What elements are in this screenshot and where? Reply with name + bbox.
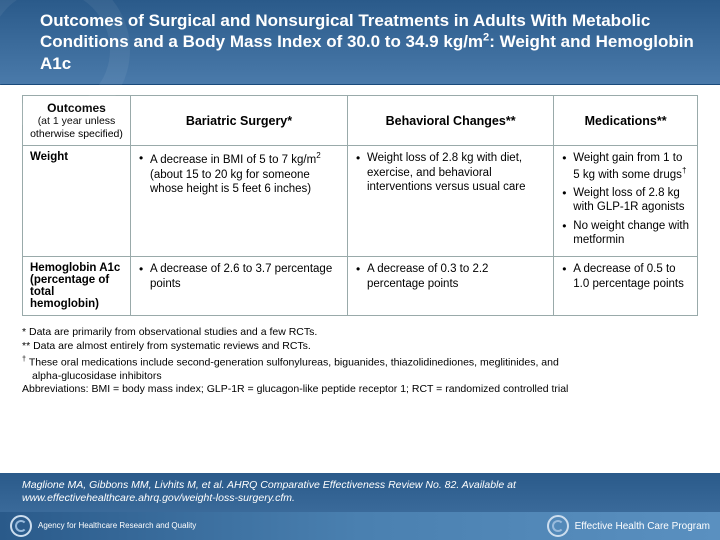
th-bariatric: Bariatric Surgery*: [131, 95, 348, 146]
footnote-line: alpha-glucosidase inhibitors: [22, 370, 698, 384]
bullet-item: Weight gain from 1 to 5 kg with some dru…: [561, 151, 690, 182]
slide-title: Outcomes of Surgical and Nonsurgical Tre…: [40, 10, 702, 74]
table-row: WeightA decrease in BMI of 5 to 7 kg/m2 …: [23, 146, 698, 257]
cell: A decrease of 2.6 to 3.7 percentage poin…: [131, 257, 348, 316]
bullet-item: A decrease of 0.5 to 1.0 percentage poin…: [561, 262, 690, 291]
bullet-item: A decrease of 2.6 to 3.7 percentage poin…: [138, 262, 340, 291]
footer-left-text: Agency for Healthcare Research and Quali…: [38, 522, 196, 530]
slide-header: Outcomes of Surgical and Nonsurgical Tre…: [0, 0, 720, 85]
bullet-item: A decrease of 0.3 to 2.2 percentage poin…: [355, 262, 546, 291]
table-body: WeightA decrease in BMI of 5 to 7 kg/m2 …: [23, 146, 698, 316]
bullet-item: Weight loss of 2.8 kg with diet, exercis…: [355, 151, 546, 194]
citation-bar: Maglione MA, Gibbons MM, Livhits M, et a…: [0, 473, 720, 512]
citation-text: Maglione MA, Gibbons MM, Livhits M, et a…: [22, 479, 516, 505]
bullet-item: No weight change with metformin: [561, 219, 690, 248]
content-area: Outcomes (at 1 year unless otherwise spe…: [0, 85, 720, 321]
th-behavioral: Behavioral Changes**: [347, 95, 553, 146]
footer-right: Effective Health Care Program: [547, 515, 710, 537]
outcomes-table: Outcomes (at 1 year unless otherwise spe…: [22, 95, 698, 317]
table-row: Hemoglobin A1c (percentage of total hemo…: [23, 257, 698, 316]
footnote-line: † These oral medications include second-…: [22, 354, 698, 370]
cell: Weight loss of 2.8 kg with diet, exercis…: [347, 146, 553, 257]
cell: Weight gain from 1 to 5 kg with some dru…: [554, 146, 698, 257]
footer-bar: Agency for Healthcare Research and Quali…: [0, 512, 720, 540]
footer-right-text: Effective Health Care Program: [575, 521, 710, 532]
th-medications: Medications**: [554, 95, 698, 146]
ehc-logo-icon: [547, 515, 569, 537]
cell: A decrease in BMI of 5 to 7 kg/m2 (about…: [131, 146, 348, 257]
footnote-line: Abbreviations: BMI = body mass index; GL…: [22, 383, 698, 397]
bullet-item: Weight loss of 2.8 kg with GLP-1R agonis…: [561, 186, 690, 215]
cell: A decrease of 0.5 to 1.0 percentage poin…: [554, 257, 698, 316]
footnotes: * Data are primarily from observational …: [0, 320, 720, 399]
bullet-item: A decrease in BMI of 5 to 7 kg/m2 (about…: [138, 151, 340, 196]
cell: A decrease of 0.3 to 2.2 percentage poin…: [347, 257, 553, 316]
footnote-line: ** Data are almost entirely from systema…: [22, 340, 698, 354]
ahrq-logo-icon: [10, 515, 32, 537]
row-label: Hemoglobin A1c (percentage of total hemo…: [23, 257, 131, 316]
footer-left: Agency for Healthcare Research and Quali…: [10, 515, 196, 537]
row-label: Weight: [23, 146, 131, 257]
footnote-line: * Data are primarily from observational …: [22, 326, 698, 340]
